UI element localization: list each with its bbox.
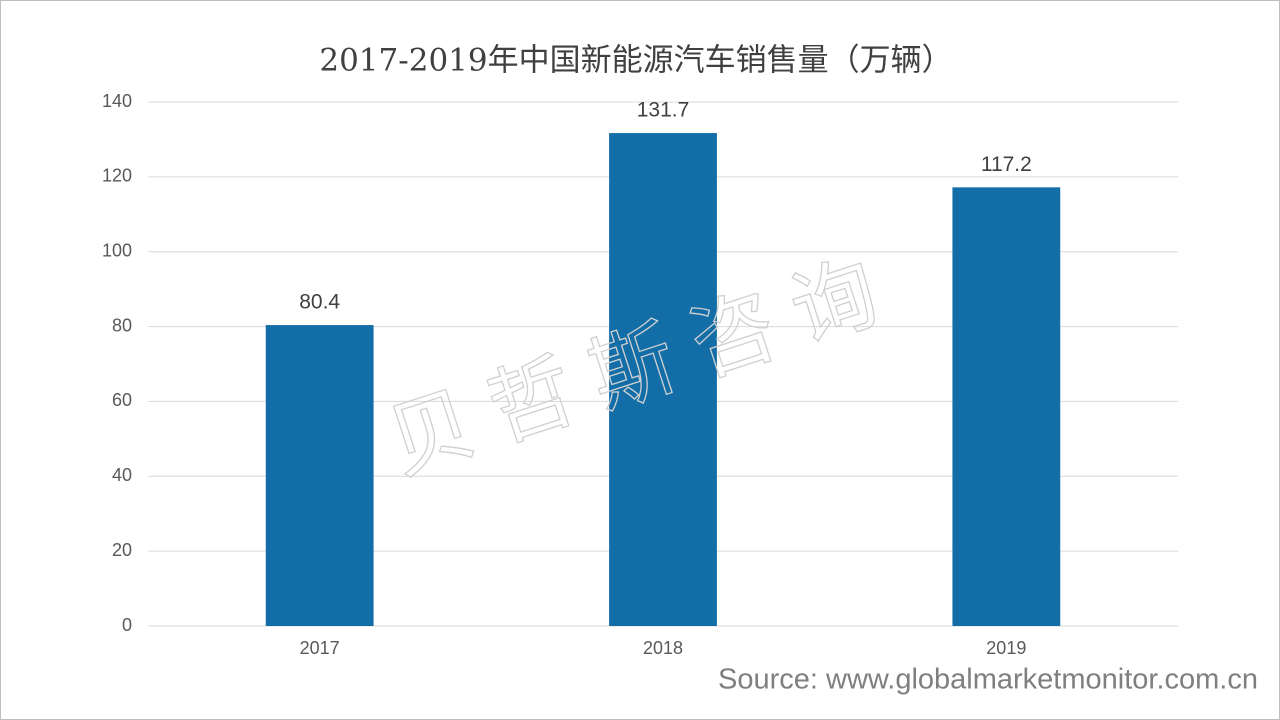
y-tick-label: 0 (122, 615, 132, 635)
chart-title: 2017-2019年中国新能源汽车销售量（万辆） (319, 43, 952, 79)
y-tick-label: 20 (112, 540, 132, 560)
y-tick-label: 140 (102, 91, 132, 111)
source: Source: www.globalmarketmonitor.com.cn (718, 664, 1258, 696)
bar (952, 187, 1061, 626)
bar (265, 325, 374, 626)
x-tick-label: 2018 (643, 638, 683, 658)
y-tick-label: 40 (112, 465, 132, 485)
y-tick-label: 60 (112, 390, 132, 410)
y-tick-label: 80 (112, 315, 132, 335)
data-label: 117.2 (981, 153, 1032, 176)
plot-area: 0 20 40 60 80 100 120 140 2017 80.4 2018 131.7 2019 1… (102, 91, 1178, 658)
bar (609, 133, 717, 626)
y-tick-label: 120 (102, 166, 132, 186)
data-label: 131.7 (637, 99, 690, 122)
x-tick-label: 2019 (986, 638, 1026, 658)
x-tick-label: 2017 (300, 638, 340, 658)
y-tick-label: 100 (102, 240, 132, 260)
data-label: 80.4 (299, 291, 340, 314)
